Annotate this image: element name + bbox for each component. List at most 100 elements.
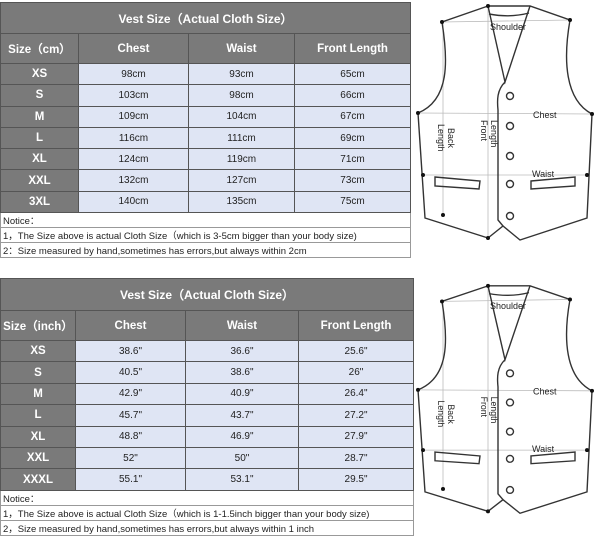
shoulder-label: Shoulder: [490, 301, 526, 311]
measurement-cell: 104cm: [188, 105, 295, 128]
measurement-cell: 109cm: [78, 105, 189, 128]
size-label: XL: [0, 425, 76, 448]
table-title: Vest Size（Actual Cloth Size）: [0, 2, 412, 34]
size-label: S: [0, 84, 79, 107]
column-header: Chest: [75, 310, 186, 341]
size-label: L: [0, 126, 79, 150]
waist-label: Waist: [532, 169, 555, 179]
measurement-cell: 43.7": [185, 404, 299, 427]
vest-measurement-diagram: Shoulder Chest Waist Front Length BackLen…: [416, 283, 594, 515]
measurement-cell: 66cm: [293, 84, 412, 107]
svg-text:Front: Front: [479, 397, 489, 418]
column-header: Waist: [185, 310, 299, 341]
measurement-cell: 48.8": [75, 425, 186, 448]
measurement-cell: 26.4": [297, 382, 415, 406]
measurement-cell: 28.7": [297, 446, 415, 470]
table-title: Vest Size（Actual Cloth Size）: [0, 278, 415, 311]
measurement-cell: 38.6": [75, 339, 186, 363]
size-label: XL: [0, 148, 79, 171]
front-length-label: Front Length: [479, 120, 499, 148]
size-label: M: [0, 382, 76, 406]
table-row: XXXL 55.1" 53.1" 29.5": [0, 468, 415, 491]
size-label: XXL: [0, 169, 79, 192]
svg-text:Back: Back: [446, 404, 456, 424]
size-table-inch: Vest Size（Actual Cloth Size） Size（inch） Ch…: [0, 278, 415, 536]
size-label: XS: [0, 339, 76, 363]
measurement-lines: [417, 6, 593, 238]
size-table-cm: Vest Size（Actual Cloth Size） Size（cm） Ches…: [0, 2, 412, 259]
measurement-lines: [417, 285, 593, 512]
chest-label: Chest: [533, 110, 557, 120]
measurement-cell: 132cm: [78, 169, 189, 192]
notice-line: 2，Size measured by hand,sometimes has er…: [0, 519, 415, 536]
size-label: XS: [0, 62, 79, 86]
measurement-cell: 140cm: [78, 190, 189, 214]
notice-line: Notice：: [0, 489, 415, 506]
svg-text:Length: Length: [489, 397, 499, 424]
table-row: XS 98cm 93cm 65cm: [0, 62, 412, 86]
measurement-cell: 93cm: [188, 62, 295, 86]
svg-text:Length: Length: [436, 124, 446, 152]
measurement-cell: 38.6": [185, 361, 299, 384]
column-header: Front Length: [293, 33, 412, 64]
measurement-cell: 52": [75, 446, 186, 470]
front-length-label: Front Length: [479, 397, 499, 424]
measurement-cell: 25.6": [297, 339, 415, 363]
measurement-cell: 27.2": [297, 404, 415, 427]
size-label: 3XL: [0, 190, 79, 214]
table-row: M 42.9" 40.9" 26.4": [0, 382, 415, 406]
table-row: M 109cm 104cm 67cm: [0, 105, 412, 128]
notice-line: 2：Size measured by hand,sometimes has er…: [0, 242, 412, 259]
size-label: L: [0, 404, 76, 427]
column-header: Chest: [78, 33, 189, 64]
measurement-cell: 98cm: [78, 62, 189, 86]
notice-line: 1，The Size above is actual Cloth Size（wh…: [0, 504, 415, 521]
measurement-cell: 40.5": [75, 361, 186, 384]
column-header: Size（cm）: [0, 33, 79, 64]
notice-line: 1，The Size above is actual Cloth Size（wh…: [0, 227, 412, 244]
measurement-cell: 50": [185, 446, 299, 470]
size-label: S: [0, 361, 76, 384]
measurement-cell: 53.1": [185, 468, 299, 491]
shoulder-label: Shoulder: [490, 22, 526, 32]
measurement-cell: 55.1": [75, 468, 186, 491]
measurement-cell: 124cm: [78, 148, 189, 171]
table-row: L 45.7" 43.7" 27.2": [0, 404, 415, 427]
column-header: Waist: [188, 33, 295, 64]
table-row: XL 48.8" 46.9" 27.9": [0, 425, 415, 448]
column-header: Front Length: [297, 310, 415, 341]
size-label: XXXL: [0, 468, 76, 491]
measurement-cell: 127cm: [188, 169, 295, 192]
chest-label: Chest: [533, 387, 557, 397]
notice-line: Notice：: [0, 212, 412, 229]
measurement-cell: 40.9": [185, 382, 299, 406]
svg-text:Length: Length: [489, 120, 499, 148]
measurement-cell: 135cm: [188, 190, 295, 214]
measurement-cell: 103cm: [78, 84, 189, 107]
measurement-cell: 65cm: [293, 62, 412, 86]
measurement-cell: 46.9": [185, 425, 299, 448]
measurement-cell: 69cm: [293, 126, 412, 150]
table-row: XXL 52" 50" 28.7": [0, 446, 415, 470]
table-row: XXL 132cm 127cm 73cm: [0, 169, 412, 192]
measure-points: [416, 4, 594, 240]
table-row: L 116cm 111cm 69cm: [0, 126, 412, 150]
measurement-cell: 36.6": [185, 339, 299, 363]
size-label: M: [0, 105, 79, 128]
measurement-cell: 67cm: [293, 105, 412, 128]
measurement-cell: 73cm: [293, 169, 412, 192]
table-row: XS 38.6" 36.6" 25.6": [0, 339, 415, 363]
table-row: 3XL 140cm 135cm 75cm: [0, 190, 412, 214]
table-row: S 40.5" 38.6" 26": [0, 361, 415, 384]
measurement-cell: 42.9": [75, 382, 186, 406]
vest-outline-icon: [417, 285, 593, 515]
measurement-cell: 45.7": [75, 404, 186, 427]
measurement-cell: 27.9": [297, 425, 415, 448]
vest-measurement-diagram: Shoulder Chest Waist Front Length BackLen…: [416, 4, 594, 241]
vest-outline-icon: [417, 5, 593, 241]
svg-text:Front: Front: [479, 120, 489, 142]
measurement-cell: 26": [297, 361, 415, 384]
measure-points: [416, 283, 594, 514]
